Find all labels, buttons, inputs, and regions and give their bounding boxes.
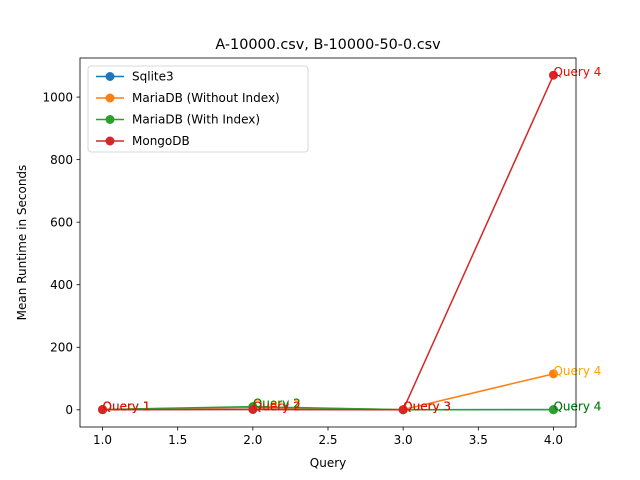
series-line-2 xyxy=(102,405,554,411)
x-tick-label: 3.5 xyxy=(469,433,488,447)
x-tick-label: 1.5 xyxy=(168,433,187,447)
y-axis-label: Mean Runtime in Seconds xyxy=(15,165,29,321)
y-tick-label: 200 xyxy=(50,340,73,354)
legend-swatch-marker xyxy=(105,136,115,146)
legend-label: Sqlite3 xyxy=(132,70,174,84)
chart-title: A-10000.csv, B-10000-50-0.csv xyxy=(215,37,441,53)
data-point xyxy=(548,70,558,80)
data-point xyxy=(98,405,108,415)
x-axis-label: Query xyxy=(310,456,346,470)
y-tick-label: 600 xyxy=(50,215,73,229)
data-point xyxy=(548,369,558,379)
point-label: Query 4 xyxy=(553,400,601,414)
series-line-3 xyxy=(102,74,555,411)
y-tick-label: 800 xyxy=(50,153,73,167)
legend-label: MariaDB (With Index) xyxy=(132,113,260,127)
legend-swatch-marker xyxy=(105,115,115,124)
point-label: Query 1 xyxy=(103,400,151,414)
legend-label: MongoDB xyxy=(132,134,190,148)
y-axis: 0 200 400 600 800 1000 xyxy=(42,90,80,417)
x-axis: 1.0 1.5 2.0 2.5 3.0 3.5 4.0 xyxy=(93,427,563,447)
x-tick-label: 2.5 xyxy=(318,433,337,447)
point-label: Query 2 xyxy=(253,397,301,411)
x-tick-label: 4.0 xyxy=(544,433,563,447)
point-label: Query 2 xyxy=(253,399,301,413)
legend-label: MariaDB (Without Index) xyxy=(132,91,280,105)
series-line-1 xyxy=(102,373,554,411)
legend-box xyxy=(87,65,309,153)
point-label: Query 3 xyxy=(403,400,451,414)
x-tick-label: 2.0 xyxy=(243,433,262,447)
legend-swatch-marker xyxy=(105,93,115,103)
data-point xyxy=(548,405,558,415)
y-tick-label: 1000 xyxy=(42,90,73,104)
y-tick-label: 0 xyxy=(65,403,73,417)
y-tick-label: 400 xyxy=(50,278,73,292)
legend: Sqlite3 MariaDB (Without Index) MariaDB (W… xyxy=(87,65,309,153)
x-tick-label: 1.0 xyxy=(93,433,112,447)
data-point xyxy=(248,404,258,414)
x-tick-label: 3.0 xyxy=(394,433,413,447)
point-label: Query 3 xyxy=(403,400,451,414)
point-label: Query 4 xyxy=(553,65,601,79)
point-label: Query 4 xyxy=(553,400,601,414)
point-label: Query 4 xyxy=(553,364,601,378)
data-point xyxy=(398,405,408,415)
legend-swatch-marker xyxy=(105,72,115,81)
